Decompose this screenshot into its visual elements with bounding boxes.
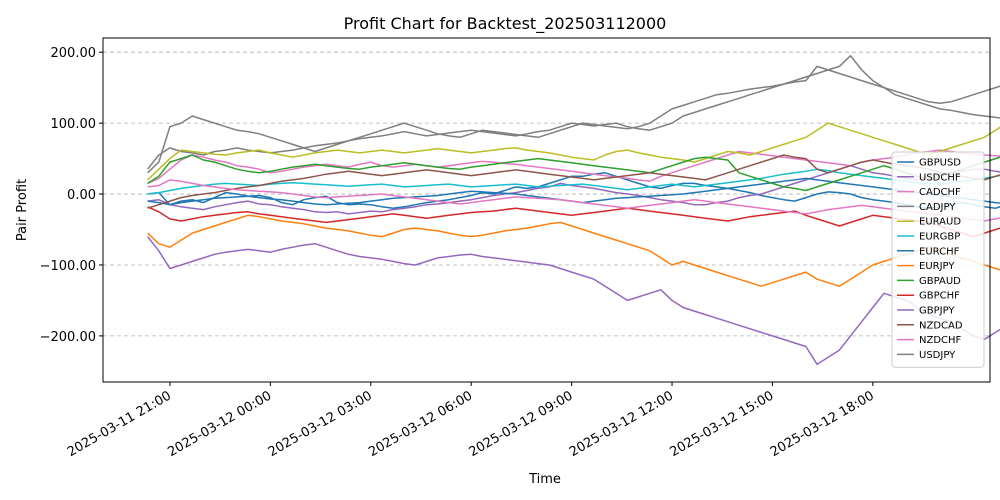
series-line-nzdcad [147,154,1000,209]
legend-label: GBPCHF [919,291,960,302]
series-line-nzdchf [147,179,1000,222]
x-tick-label: 2025-03-12 09:00 [467,388,576,460]
series-line-cadchf [147,149,1000,185]
legend-label: EURCHF [919,246,960,257]
legend-label: NZDCHF [919,335,962,346]
plot-frame [102,37,991,383]
y-tick-label: 200.00 [51,46,97,61]
series-lines [147,54,1000,366]
legend-label: GBPUSD [919,158,961,169]
series-line-usdchf [147,164,1000,215]
x-tick-label: 2025-03-12 03:00 [266,388,375,460]
legend-label: EURAUD [919,217,961,228]
y-tick-label: −100.00 [40,259,96,274]
x-tick-label: 2025-03-12 12:00 [567,388,676,460]
y-axis-title: Pair Profit [15,179,30,241]
series-line-euraud [147,122,1000,181]
y-tick-label: 0.00 [67,188,96,203]
legend: GBPUSD USDCHF CADCHF CADJPY EURAUD EURGBP EURC… [891,151,985,368]
series-line-cadjpy [147,54,1000,170]
legend-label: NZDCAD [919,320,963,331]
series-line-eurgbp [147,168,1000,195]
legend-label: GBPAUD [919,276,961,287]
series-line-eurjpy [147,214,1000,287]
x-axis-title: Time [528,472,561,487]
chart-title: Profit Chart for Backtest_202503112000 [344,14,667,34]
series-line-usdjpy [147,65,1000,174]
legend-label: EURGBP [919,232,960,243]
legend-label: GBPJPY [919,306,955,317]
legend-label: USDCHF [919,172,961,183]
series-line-eurchf [147,177,1000,206]
y-tick-label: −200.00 [40,330,96,345]
axis-ticks: 200.00 100.00 0.00 −100.00 −200.00 2025-03-11… [40,46,877,460]
x-tick-label: 2025-03-12 18:00 [768,388,877,460]
legend-label: CADCHF [919,187,961,198]
x-tick-label: 2025-03-12 06:00 [366,388,475,460]
x-tick-label: 2025-03-11 21:00 [65,388,174,460]
series-line-gbpaud [147,154,1000,192]
legend-box [891,151,985,368]
series-line-gbpusd [147,172,1000,209]
legend-label: USDJPY [919,350,956,361]
series-line-gbpchf [147,206,1000,238]
x-tick-label: 2025-03-12 00:00 [165,388,274,460]
series-line-gbpjpy [147,236,1000,366]
legend-label: EURJPY [919,261,955,272]
legend-label: CADJPY [919,202,956,213]
y-tick-label: 100.00 [51,117,97,132]
x-tick-label: 2025-03-12 15:00 [667,388,776,460]
